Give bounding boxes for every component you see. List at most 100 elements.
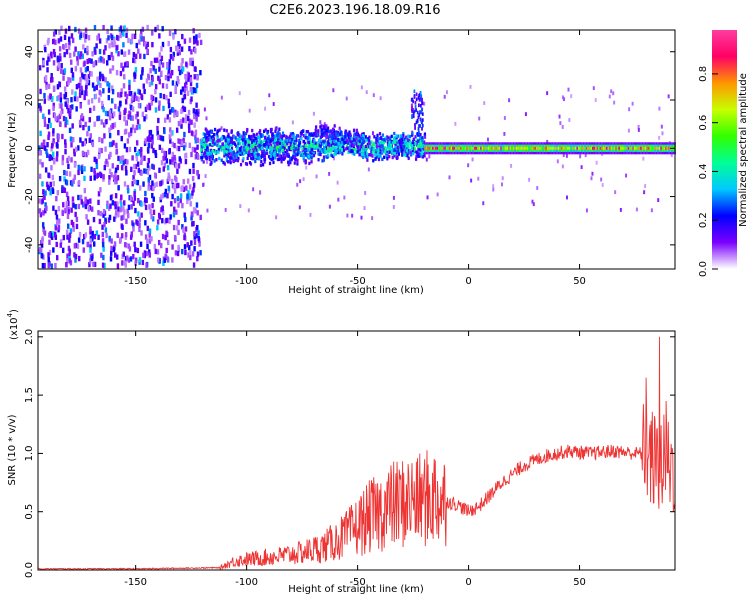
heatmap-cell bbox=[337, 197, 340, 202]
heatmap-cell bbox=[556, 146, 558, 150]
heatmap-cell bbox=[148, 105, 152, 111]
heatmap-cell bbox=[278, 141, 282, 146]
heatmap-cell bbox=[350, 141, 354, 145]
heatmap-cell bbox=[203, 107, 206, 112]
heatmap-cell bbox=[89, 229, 92, 235]
heatmap-cell bbox=[158, 144, 162, 150]
heatmap-cell bbox=[313, 146, 317, 151]
heatmap-cell bbox=[173, 235, 177, 241]
heatmap-cell bbox=[170, 201, 173, 207]
heatmap-cell bbox=[140, 74, 143, 80]
heatmap-cell bbox=[301, 146, 304, 150]
spectrogram-y-axis-label: Frequency (Hz) bbox=[7, 112, 18, 188]
heatmap-cell bbox=[119, 207, 122, 213]
heatmap-cell bbox=[637, 128, 640, 132]
heatmap-cell bbox=[117, 212, 120, 218]
heatmap-cell bbox=[74, 146, 78, 153]
heatmap-cell bbox=[295, 138, 298, 143]
heatmap-cell bbox=[56, 143, 59, 149]
heatmap-cell bbox=[52, 247, 55, 253]
heatmap-cell bbox=[403, 146, 406, 151]
heatmap-cell bbox=[392, 195, 395, 200]
heatmap-cell bbox=[169, 91, 172, 97]
heatmap-cell bbox=[239, 162, 243, 167]
heatmap-cell bbox=[115, 210, 118, 216]
heatmap-cell bbox=[94, 93, 98, 100]
heatmap-cell bbox=[146, 104, 149, 110]
heatmap-cell bbox=[98, 136, 101, 143]
heatmap-cell bbox=[526, 146, 529, 150]
heatmap-cell bbox=[192, 35, 196, 42]
heatmap-cell bbox=[128, 90, 131, 97]
heatmap-cell bbox=[424, 146, 426, 150]
heatmap-cell bbox=[172, 34, 175, 40]
heatmap-cell bbox=[146, 238, 149, 244]
heatmap-cell bbox=[394, 146, 397, 150]
heatmap-cell bbox=[447, 146, 450, 150]
heatmap-cell bbox=[354, 132, 358, 137]
heatmap-cell bbox=[177, 244, 180, 251]
heatmap-cell bbox=[39, 212, 43, 218]
heatmap-cell bbox=[332, 88, 335, 93]
heatmap-cell bbox=[188, 37, 192, 43]
heatmap-cell bbox=[563, 97, 566, 102]
heatmap-cell bbox=[137, 150, 140, 157]
heatmap-cell bbox=[81, 238, 85, 245]
heatmap-cell bbox=[94, 60, 98, 66]
heatmap-cell bbox=[194, 147, 197, 153]
heatmap-cell bbox=[168, 59, 172, 65]
heatmap-cell bbox=[598, 146, 600, 150]
heatmap-cell bbox=[658, 146, 661, 150]
heatmap-cell bbox=[123, 62, 127, 68]
heatmap-cell bbox=[315, 146, 319, 151]
heatmap-cell bbox=[390, 140, 393, 144]
heatmap-cell bbox=[289, 132, 293, 136]
heatmap-cell bbox=[67, 77, 70, 83]
heatmap-cell bbox=[127, 204, 131, 211]
heatmap-cell bbox=[73, 148, 76, 154]
heatmap-cell bbox=[601, 146, 603, 150]
heatmap-cell bbox=[319, 125, 322, 129]
heatmap-cell bbox=[71, 75, 75, 81]
heatmap-cell bbox=[421, 126, 423, 131]
heatmap-cell bbox=[140, 147, 143, 153]
heatmap-cell bbox=[225, 129, 228, 133]
heatmap-cell bbox=[128, 146, 132, 153]
heatmap-cell bbox=[453, 146, 456, 150]
x-tick-label: 0 bbox=[465, 276, 471, 287]
heatmap-cell bbox=[400, 149, 404, 153]
heatmap-cell bbox=[312, 139, 315, 143]
heatmap-cell bbox=[209, 162, 212, 167]
heatmap-cell bbox=[80, 85, 83, 92]
heatmap-cell bbox=[81, 202, 85, 208]
heatmap-cell bbox=[510, 163, 513, 168]
heatmap-cell bbox=[632, 146, 634, 150]
heatmap-cell bbox=[517, 146, 519, 150]
heatmap-cell bbox=[315, 125, 318, 129]
heatmap-cell bbox=[317, 148, 320, 153]
heatmap-cell bbox=[147, 73, 150, 79]
heatmap-cell bbox=[48, 117, 51, 124]
heatmap-cell bbox=[350, 136, 353, 141]
heatmap-cell bbox=[364, 154, 367, 159]
heatmap-cell bbox=[236, 158, 240, 163]
heatmap-cell bbox=[352, 128, 356, 133]
heatmap-cell bbox=[85, 214, 88, 220]
heatmap-cell bbox=[123, 74, 126, 80]
heatmap-cell bbox=[154, 152, 158, 159]
heatmap-cell bbox=[455, 146, 457, 150]
heatmap-cell bbox=[171, 55, 175, 61]
heatmap-cell bbox=[110, 238, 113, 244]
heatmap-cell bbox=[84, 75, 87, 81]
heatmap-cell bbox=[500, 146, 502, 150]
heatmap-cell bbox=[107, 87, 111, 93]
heatmap-cell bbox=[58, 53, 62, 59]
heatmap-cell bbox=[330, 153, 333, 157]
heatmap-cell bbox=[87, 74, 91, 80]
heatmap-cell bbox=[277, 130, 280, 134]
heatmap-cell bbox=[627, 128, 630, 133]
heatmap-cell bbox=[374, 144, 377, 148]
heatmap-cell bbox=[382, 138, 385, 142]
heatmap-cell bbox=[99, 187, 102, 193]
heatmap-cell bbox=[42, 194, 46, 200]
